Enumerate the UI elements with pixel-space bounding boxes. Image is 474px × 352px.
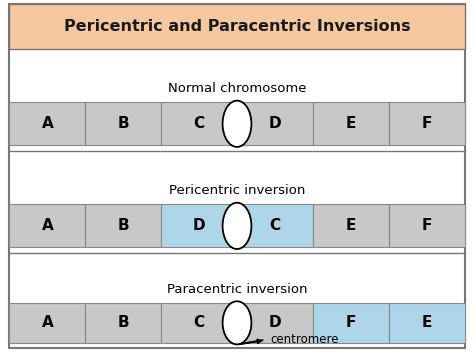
Text: C: C xyxy=(269,218,281,233)
Text: B: B xyxy=(118,315,129,330)
Text: E: E xyxy=(346,218,356,233)
Ellipse shape xyxy=(223,301,251,344)
Bar xyxy=(85,303,161,343)
Text: Pericentric and Paracentric Inversions: Pericentric and Paracentric Inversions xyxy=(64,19,410,34)
Text: Pericentric inversion: Pericentric inversion xyxy=(169,184,305,197)
Text: B: B xyxy=(118,116,129,131)
Text: A: A xyxy=(42,116,53,131)
Bar xyxy=(313,303,389,343)
Bar xyxy=(237,205,313,247)
Bar xyxy=(313,205,389,247)
Bar xyxy=(389,102,465,145)
Bar xyxy=(389,303,465,343)
Bar xyxy=(161,102,237,145)
Bar xyxy=(237,303,313,343)
Text: A: A xyxy=(42,315,53,330)
Bar xyxy=(161,303,237,343)
Text: D: D xyxy=(269,116,281,131)
Text: C: C xyxy=(193,315,205,330)
Text: D: D xyxy=(193,218,205,233)
Ellipse shape xyxy=(223,101,251,147)
Text: centromere: centromere xyxy=(270,333,339,346)
Text: C: C xyxy=(193,116,205,131)
Bar xyxy=(9,102,85,145)
Text: A: A xyxy=(42,218,53,233)
Text: E: E xyxy=(346,116,356,131)
Text: E: E xyxy=(421,315,432,330)
Text: F: F xyxy=(346,315,356,330)
Bar xyxy=(9,4,465,49)
Bar xyxy=(313,102,389,145)
Bar xyxy=(389,205,465,247)
Text: Paracentric inversion: Paracentric inversion xyxy=(167,283,307,296)
Text: Normal chromosome: Normal chromosome xyxy=(168,82,306,95)
Bar xyxy=(237,102,313,145)
Bar xyxy=(9,205,85,247)
Bar xyxy=(161,205,237,247)
Text: F: F xyxy=(421,116,432,131)
Text: D: D xyxy=(269,315,281,330)
Bar xyxy=(9,303,85,343)
Bar xyxy=(85,102,161,145)
Bar xyxy=(85,205,161,247)
Ellipse shape xyxy=(223,203,251,249)
Text: B: B xyxy=(118,218,129,233)
Text: F: F xyxy=(421,218,432,233)
